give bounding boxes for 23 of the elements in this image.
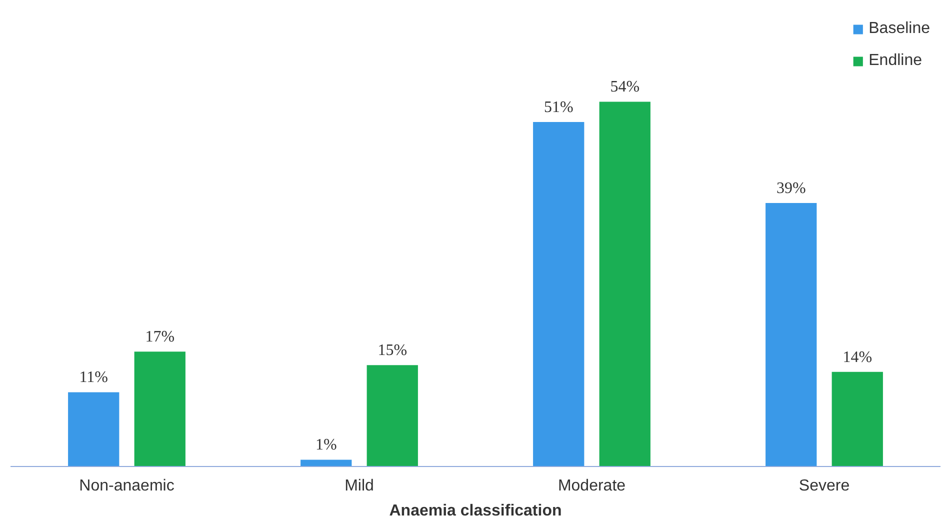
legend-label: Endline	[868, 52, 922, 70]
bar	[599, 102, 650, 466]
x-tick-label: Moderate	[558, 478, 626, 494]
x-tick-label: Non-anaemic	[79, 478, 174, 494]
data-label: 17%	[145, 328, 175, 346]
bar	[832, 372, 883, 466]
data-label: 11%	[79, 369, 108, 386]
bar	[68, 392, 120, 466]
data-label: 39%	[776, 180, 806, 198]
x-tick-label: Mild	[344, 478, 374, 494]
bar	[134, 352, 186, 466]
data-label: 1%	[315, 436, 337, 454]
data-label: 51%	[544, 98, 574, 116]
bar	[300, 460, 352, 466]
x-axis-title: Anaemia classification	[389, 502, 562, 520]
data-label: 54%	[610, 78, 640, 96]
data-label: 15%	[378, 342, 408, 360]
bar	[766, 203, 817, 466]
legend-label: Baseline	[868, 20, 930, 38]
bar	[366, 365, 418, 466]
x-tick-label: Severe	[798, 478, 850, 494]
data-label: 14%	[842, 348, 872, 366]
bar	[533, 122, 584, 466]
